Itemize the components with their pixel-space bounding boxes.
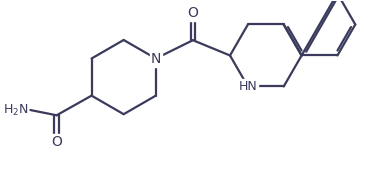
Text: N: N [151,52,161,65]
Text: O: O [51,135,62,149]
Text: HN: HN [238,80,257,93]
Text: H$_2$N: H$_2$N [3,102,28,118]
Text: O: O [187,6,198,20]
